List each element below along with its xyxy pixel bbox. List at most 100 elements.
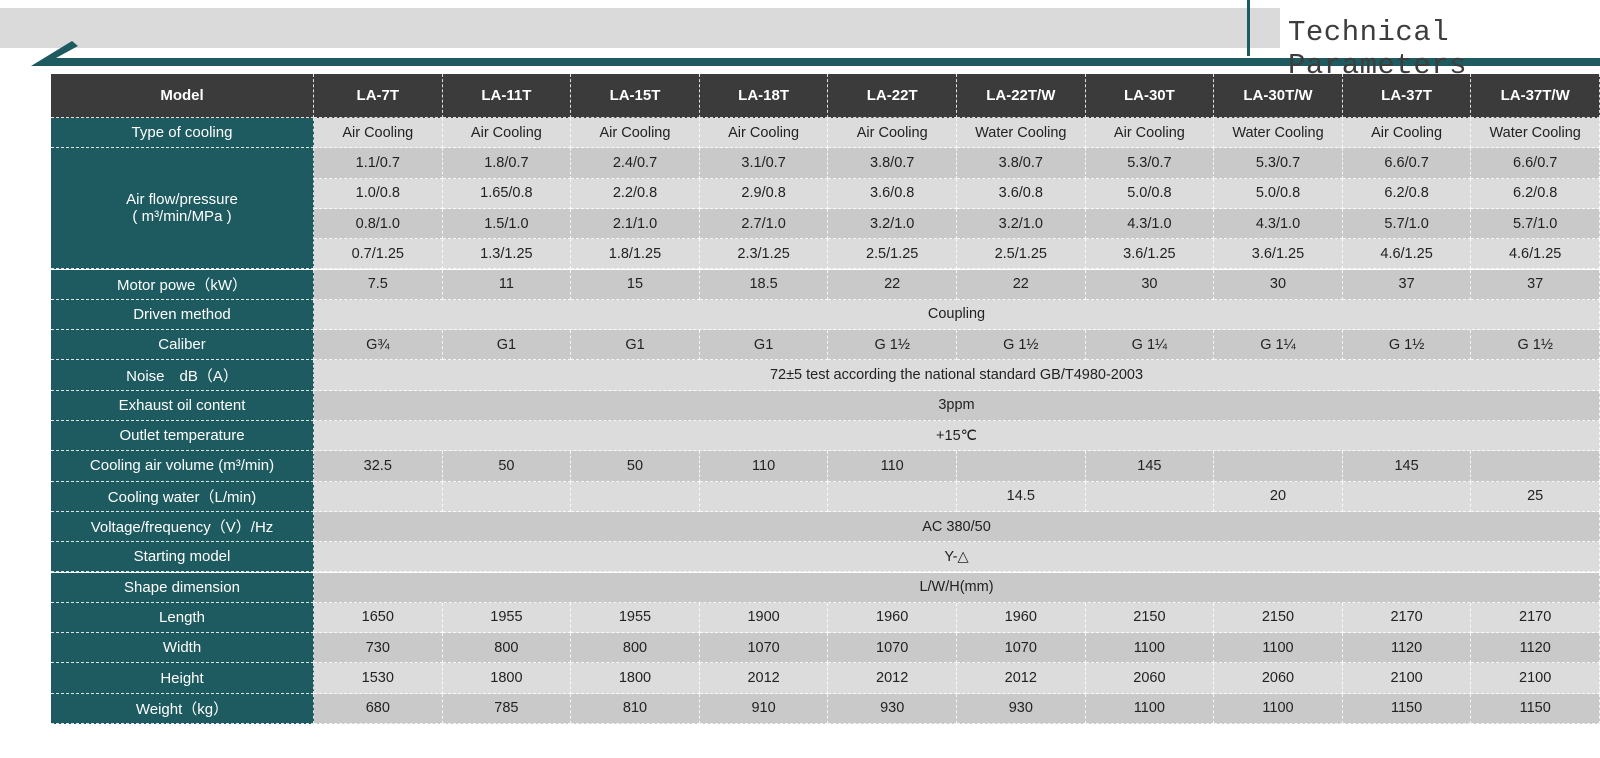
page-title: Technical Parameters xyxy=(1288,16,1468,82)
data-cell: 2.5/1.25 xyxy=(828,239,957,270)
data-cell: 1070 xyxy=(828,633,957,664)
data-cell xyxy=(442,481,572,512)
data-cell: 3.6/0.8 xyxy=(957,178,1086,209)
row-label: Driven method xyxy=(51,299,314,331)
data-cell: G 1¼ xyxy=(1214,330,1343,361)
data-cell: 2.4/0.7 xyxy=(571,148,700,179)
data-cell: 5.7/1.0 xyxy=(1342,208,1472,240)
data-cell: 1800 xyxy=(442,663,572,694)
data-cell: 11 xyxy=(442,269,572,300)
data-cell: 1650 xyxy=(314,602,443,634)
header-label: Model xyxy=(51,74,314,118)
row-label: Shape dimension xyxy=(51,572,314,603)
row-label: Motor powe（kW） xyxy=(51,269,314,300)
model-header: LA-30T/W xyxy=(1214,74,1343,118)
data-cell: G1 xyxy=(442,330,572,361)
data-cell: 18.5 xyxy=(699,269,829,300)
model-header: LA-15T xyxy=(571,74,700,118)
data-cell: 2.1/1.0 xyxy=(571,208,700,240)
data-cell: Air Cooling xyxy=(1085,118,1215,149)
data-cell: 1.1/0.7 xyxy=(314,148,443,179)
data-cell: 25 xyxy=(1471,481,1600,512)
data-cell: Water Cooling xyxy=(1471,118,1600,149)
header-divider xyxy=(1247,0,1250,56)
header-bar xyxy=(0,8,1280,48)
data-cell: 800 xyxy=(571,633,700,664)
data-cell: 3.8/0.7 xyxy=(828,148,957,179)
data-cell: 1120 xyxy=(1471,633,1600,664)
data-cell: 910 xyxy=(699,693,829,724)
data-cell: 1150 xyxy=(1342,693,1472,724)
data-cell: 2012 xyxy=(828,663,957,694)
data-cell: 145 xyxy=(1342,451,1472,482)
data-cell: 32.5 xyxy=(314,451,443,482)
data-cell xyxy=(314,481,443,512)
data-cell: G 1½ xyxy=(1471,330,1600,361)
data-cell: 50 xyxy=(571,451,700,482)
row-label: Outlet temperature xyxy=(51,421,314,452)
row-label: Noise dB（A） xyxy=(51,360,314,391)
data-cell: 1100 xyxy=(1214,633,1343,664)
data-cell: 5.3/0.7 xyxy=(1085,148,1215,179)
data-cell: 14.5 xyxy=(957,481,1086,512)
span-cell: 72±5 test according the national standar… xyxy=(314,360,1600,391)
data-cell: 3.1/0.7 xyxy=(699,148,829,179)
data-cell xyxy=(957,451,1086,482)
data-cell: 930 xyxy=(957,693,1086,724)
data-cell: 15 xyxy=(571,269,700,300)
data-cell: 22 xyxy=(828,269,957,300)
row-label: Voltage/frequency（V）/Hz xyxy=(51,511,314,543)
row-label: Air flow/pressure( m³/min/MPa ) xyxy=(51,148,314,270)
data-cell: 2150 xyxy=(1214,602,1343,634)
data-cell: 1.65/0.8 xyxy=(442,178,572,209)
data-cell: Air Cooling xyxy=(442,118,572,149)
row-label: Height xyxy=(51,663,314,694)
data-cell xyxy=(1471,451,1600,482)
data-cell: G 1½ xyxy=(1342,330,1472,361)
data-cell: 4.3/1.0 xyxy=(1085,208,1215,240)
data-cell: Air Cooling xyxy=(1342,118,1472,149)
data-cell xyxy=(571,481,700,512)
data-cell: G¾ xyxy=(314,330,443,361)
data-cell: 1150 xyxy=(1471,693,1600,724)
data-cell: 2170 xyxy=(1342,602,1472,634)
data-cell: 1120 xyxy=(1342,633,1472,664)
data-cell: 0.7/1.25 xyxy=(314,239,443,270)
data-cell: 1100 xyxy=(1214,693,1343,724)
data-cell: 2060 xyxy=(1085,663,1215,694)
data-cell: 2.9/0.8 xyxy=(699,178,829,209)
model-header: LA-18T xyxy=(699,74,829,118)
row-label: Weight（kg） xyxy=(51,693,314,724)
data-cell: 1.5/1.0 xyxy=(442,208,572,240)
data-cell: 6.6/0.7 xyxy=(1342,148,1472,179)
row-label: Cooling air volume (m³/min) xyxy=(51,451,314,482)
data-cell: 3.2/1.0 xyxy=(957,208,1086,240)
row-label-line: ( m³/min/MPa ) xyxy=(132,208,232,226)
data-cell: Air Cooling xyxy=(828,118,957,149)
data-cell: 7.5 xyxy=(314,269,443,300)
data-cell: 4.3/1.0 xyxy=(1214,208,1343,240)
data-cell xyxy=(1214,451,1343,482)
model-header: LA-30T xyxy=(1085,74,1215,118)
data-cell: 2.3/1.25 xyxy=(699,239,829,270)
data-cell: 680 xyxy=(314,693,443,724)
span-cell: +15℃ xyxy=(314,421,1600,452)
data-cell xyxy=(1342,481,1472,512)
data-cell: Air Cooling xyxy=(699,118,829,149)
header-arrow xyxy=(31,41,1600,66)
data-cell: 1900 xyxy=(699,602,829,634)
data-cell: 1.0/0.8 xyxy=(314,178,443,209)
data-cell: 1530 xyxy=(314,663,443,694)
data-cell: 3.8/0.7 xyxy=(957,148,1086,179)
data-cell: 6.2/0.8 xyxy=(1342,178,1472,209)
data-cell: 2012 xyxy=(957,663,1086,694)
row-label: Exhaust oil content xyxy=(51,390,314,421)
data-cell: 30 xyxy=(1085,269,1215,300)
data-cell: 810 xyxy=(571,693,700,724)
model-header: LA-22T/W xyxy=(957,74,1086,118)
row-label: Length xyxy=(51,602,314,634)
data-cell: Air Cooling xyxy=(571,118,700,149)
data-cell: 1070 xyxy=(699,633,829,664)
row-label-line: Air flow/pressure xyxy=(126,191,238,209)
header-rule xyxy=(31,41,1600,66)
